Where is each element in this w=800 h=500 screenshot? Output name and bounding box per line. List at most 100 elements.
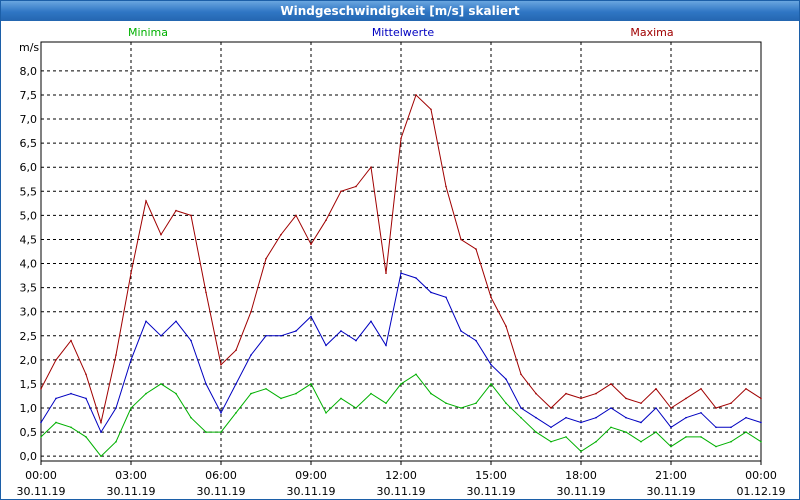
data-point-max — [670, 407, 672, 409]
data-point-min — [340, 397, 342, 400]
data-point-min — [475, 402, 477, 405]
data-point-max — [100, 421, 102, 424]
data-point-min — [280, 397, 282, 400]
data-point-max — [325, 219, 327, 221]
y-tick-label: 7,5 — [20, 89, 38, 102]
data-point-max — [595, 392, 597, 395]
data-point-mean — [655, 407, 657, 409]
x-tick-date-label: 30.11.19 — [557, 485, 606, 498]
data-point-min — [205, 431, 207, 433]
data-point-mean — [745, 416, 747, 419]
x-tick-time-label: 18:00 — [565, 469, 597, 482]
data-point-mean — [55, 397, 57, 400]
data-point-mean — [115, 407, 117, 409]
data-point-max — [745, 387, 747, 390]
data-point-min — [505, 402, 507, 405]
data-point-max — [520, 373, 522, 376]
data-point-min — [535, 431, 537, 433]
data-point-min — [310, 383, 312, 385]
data-point-min — [565, 436, 567, 438]
data-point-mean — [145, 320, 147, 323]
data-point-max — [535, 392, 537, 395]
data-point-min — [700, 436, 702, 438]
data-point-max — [130, 272, 132, 274]
data-point-max — [655, 387, 657, 390]
data-point-min — [175, 392, 177, 395]
data-point-mean — [160, 334, 162, 337]
data-point-mean — [580, 421, 582, 424]
data-point-max — [355, 185, 357, 188]
data-point-max — [280, 233, 282, 236]
x-tick-time-label: 00:00 — [25, 469, 57, 482]
y-tick-label: 0,5 — [20, 426, 38, 439]
data-point-mean — [85, 397, 87, 400]
data-point-mean — [190, 339, 192, 342]
y-tick-label: 4,5 — [20, 233, 38, 246]
y-tick-label: 2,0 — [20, 354, 38, 367]
data-point-max — [145, 200, 147, 202]
data-point-mean — [175, 320, 177, 323]
data-point-mean — [715, 426, 717, 429]
data-point-mean — [250, 354, 252, 356]
data-point-mean — [760, 421, 762, 424]
data-point-max — [460, 238, 462, 241]
data-point-min — [655, 431, 657, 433]
data-point-mean — [625, 416, 627, 419]
data-point-mean — [595, 416, 597, 419]
y-tick-label: 4,0 — [20, 258, 38, 271]
data-point-min — [160, 383, 162, 385]
y-tick-label: 6,5 — [20, 137, 38, 150]
data-point-mean — [700, 412, 702, 414]
data-point-min — [130, 407, 132, 409]
data-point-mean — [100, 431, 102, 433]
x-tick-date-label: 30.11.19 — [377, 485, 426, 498]
data-point-mean — [520, 407, 522, 409]
x-tick-time-label: 00:00 — [745, 469, 777, 482]
data-point-max — [265, 257, 267, 260]
data-point-min — [715, 445, 717, 448]
data-point-min — [415, 373, 417, 376]
data-point-min — [760, 440, 762, 443]
y-tick-label: 1,0 — [20, 402, 38, 415]
data-point-max — [85, 373, 87, 376]
data-point-max — [580, 397, 582, 400]
y-tick-label: 2,5 — [20, 330, 38, 343]
data-point-min — [385, 402, 387, 405]
data-point-mean — [670, 426, 672, 429]
data-point-min — [370, 392, 372, 395]
data-point-min — [40, 436, 42, 438]
y-tick-label: 8,0 — [20, 65, 38, 78]
data-point-min — [730, 440, 732, 443]
legend-max: Maxima — [630, 26, 673, 39]
data-point-mean — [340, 330, 342, 332]
data-point-min — [250, 392, 252, 395]
data-point-mean — [490, 363, 492, 366]
data-point-mean — [355, 339, 357, 342]
data-point-max — [730, 402, 732, 405]
data-point-max — [175, 209, 177, 212]
y-tick-label: 3,0 — [20, 306, 38, 319]
data-point-max — [250, 310, 252, 313]
y-tick-label: 5,5 — [20, 185, 38, 198]
data-point-mean — [685, 416, 687, 419]
data-point-mean — [310, 315, 312, 318]
data-point-min — [70, 426, 72, 429]
data-point-mean — [640, 421, 642, 424]
data-point-max — [385, 272, 387, 274]
y-tick-label: 3,5 — [20, 282, 38, 295]
data-point-max — [640, 402, 642, 405]
data-point-max — [310, 243, 312, 246]
x-tick-time-label: 09:00 — [295, 469, 327, 482]
data-point-min — [595, 440, 597, 443]
data-point-mean — [460, 330, 462, 332]
x-tick-date-label: 01.12.19 — [737, 485, 786, 498]
x-tick-date-label: 30.11.19 — [197, 485, 246, 498]
data-point-mean — [550, 426, 552, 429]
data-point-min — [220, 431, 222, 433]
data-point-min — [685, 436, 687, 438]
data-point-min — [55, 421, 57, 424]
data-point-max — [445, 185, 447, 188]
data-point-min — [100, 455, 102, 457]
data-point-min — [115, 440, 117, 443]
